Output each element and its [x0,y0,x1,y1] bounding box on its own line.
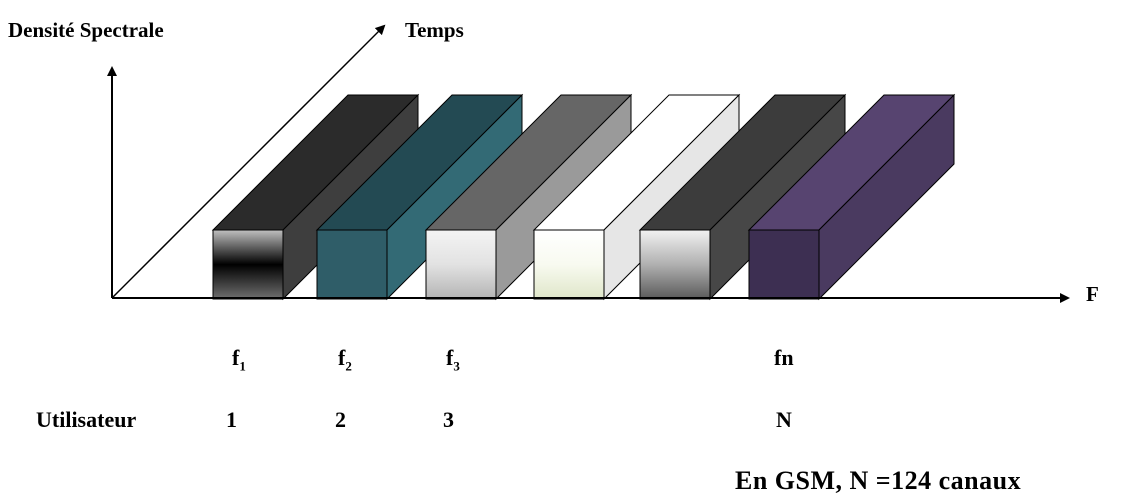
frequency-label-fn: fn [774,345,794,370]
channel-block-2 [315,93,524,301]
channel-block-front [533,229,605,300]
user-label-n: N [776,407,792,432]
channel-block-front [212,229,284,300]
channel-blocks [211,93,956,301]
channel-block-6 [747,93,956,301]
gsm-channel-note: En GSM, N =124 canaux [735,466,1022,495]
time-axis-label: Temps [405,18,464,42]
user-heading: Utilisateur [36,407,137,432]
channel-block-5 [638,93,847,301]
user-label-1: 1 [226,407,237,432]
user-label-3: 3 [443,407,454,432]
frequency-label-f1: f1 [232,345,246,374]
user-label-2: 2 [335,407,346,432]
time-axis [111,24,386,299]
y-axis-label: Densité Spectrale [8,18,164,42]
frequency-axis-label: F [1086,282,1099,306]
frequency-label-f3: f3 [446,345,460,374]
channel-block-front [316,229,388,300]
channel-block-front [748,229,820,300]
channel-block-3 [424,93,633,301]
channel-block-front [425,229,497,300]
frequency-label-f2: f2 [338,345,352,374]
channel-block-4 [532,93,741,301]
channel-block-front [639,229,711,300]
